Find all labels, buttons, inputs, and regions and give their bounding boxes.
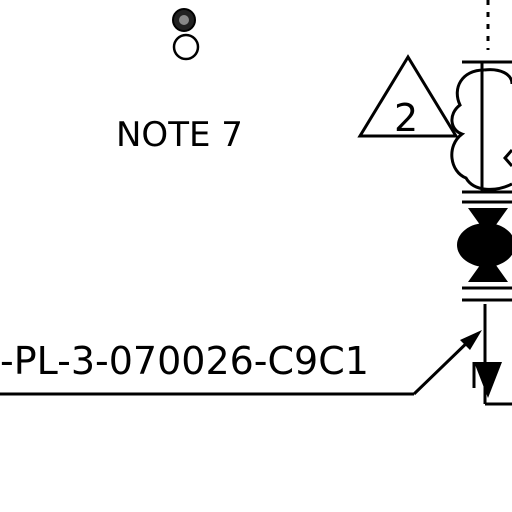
revision-cloud-top — [483, 68, 512, 85]
line-number-label: -PL-3-070026-C9C1 — [0, 339, 369, 383]
revision-triangle: 2 — [357, 54, 459, 140]
instrument-bubble-center — [179, 15, 189, 25]
valve-ball — [457, 223, 512, 267]
revision-triangle-outline — [357, 54, 459, 138]
ball-valve-symbol — [457, 206, 512, 282]
instrument-symbol-group — [172, 8, 200, 61]
leader-diagonal — [412, 334, 476, 396]
leader-line — [0, 330, 482, 396]
note-label: NOTE 7 — [116, 115, 243, 155]
open-instrument-bubble — [172, 33, 200, 61]
flow-arrow — [472, 362, 502, 398]
valve-top-wedge — [468, 208, 508, 236]
valve-bottom-wedge — [468, 254, 508, 282]
leader-arrowhead — [460, 330, 482, 350]
flow-chevron-icon — [503, 149, 512, 167]
revision-cloud — [450, 68, 512, 191]
revision-marker-number: 2 — [394, 96, 418, 140]
flow-arrow-head — [474, 362, 502, 398]
